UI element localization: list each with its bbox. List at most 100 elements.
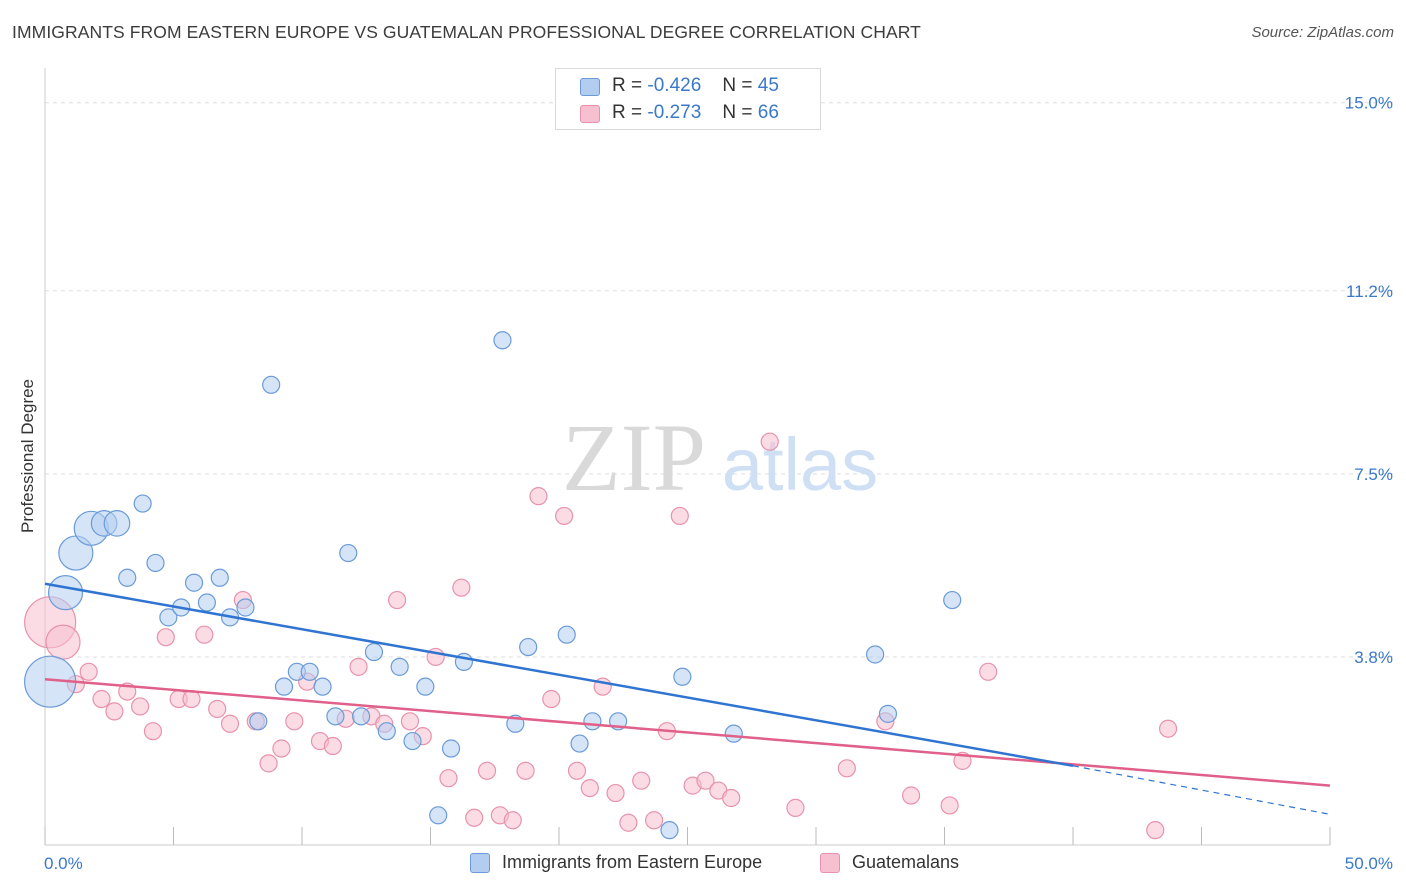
eastern-europe-point-41 xyxy=(673,667,692,686)
guatemalans-point-4 xyxy=(92,689,111,709)
guatemalans-point-28 xyxy=(400,712,420,731)
eastern-europe-point-5 xyxy=(103,510,131,537)
eastern-europe-point-24 xyxy=(352,707,371,726)
legend-r-value: -0.273 xyxy=(647,102,702,123)
chart-title: IMMIGRANTS FROM EASTERN EUROPE VS GUATEM… xyxy=(12,22,921,42)
legend-r-label: R = xyxy=(612,75,643,96)
guatemalans-point-63 xyxy=(1158,719,1178,738)
eastern-europe-point-13 xyxy=(210,568,229,587)
correlation-legend: R = -0.426 N = 45 R = -0.273 N = 66 xyxy=(555,68,821,130)
guatemalans-point-62 xyxy=(1146,821,1165,840)
guatemalans-point-45 xyxy=(619,813,638,832)
legend-n-label: N = xyxy=(722,102,753,123)
guatemalans-point-47 xyxy=(644,811,664,830)
guatemalans-point-33 xyxy=(465,808,484,827)
legend-n-value: 45 xyxy=(757,75,779,96)
source-label: Source: ZipAtlas.com xyxy=(1251,24,1394,41)
series-name-eastern-europe: Immigrants from Eastern Europe xyxy=(502,852,763,872)
guatemalans-point-18 xyxy=(272,739,291,758)
eastern-europe-point-17 xyxy=(249,712,268,731)
y-tick-labels: 3.8% 7.5% 11.2% 15.0% xyxy=(1345,94,1393,667)
eastern-europe-point-31 xyxy=(441,739,461,758)
legend-r-label: R = xyxy=(612,102,643,123)
watermark-zip: ZIP xyxy=(562,404,706,511)
guatemalans-point-38 xyxy=(529,487,548,506)
guatemalans-point-42 xyxy=(580,778,599,798)
x-tick-label-max: 50.0% xyxy=(1345,854,1393,873)
eastern-europe-point-8 xyxy=(146,553,165,573)
y-tick-label-1: 7.5% xyxy=(1354,465,1393,484)
eastern-europe-point-11 xyxy=(184,573,204,592)
eastern-europe-point-42 xyxy=(724,724,743,743)
eastern-europe-point-27 xyxy=(390,657,409,676)
guatemalans-point-44 xyxy=(606,783,625,803)
eastern-europe-point-12 xyxy=(197,593,217,612)
eastern-europe-point-37 xyxy=(570,734,589,753)
eastern-europe-point-36 xyxy=(557,625,576,644)
eastern-europe-point-45 xyxy=(943,590,962,610)
eastern-europe-point-7 xyxy=(133,494,152,513)
eastern-europe-point-38 xyxy=(583,712,602,731)
eastern-europe-point-33 xyxy=(493,331,512,350)
guatemalans-point-59 xyxy=(940,796,959,815)
guatemalans-point-49 xyxy=(670,506,689,526)
guatemalans-trend-line xyxy=(44,677,1331,787)
guatemalans-point-8 xyxy=(143,722,163,741)
y-tick-label-0: 3.8% xyxy=(1354,648,1393,667)
eastern-europe-point-26 xyxy=(377,722,396,741)
eastern-europe-point-20 xyxy=(300,662,319,681)
guatemalans-point-24 xyxy=(349,657,368,676)
legend-swatch-blue xyxy=(580,78,600,96)
guatemalans-point-19 xyxy=(285,712,304,731)
guatemalans-point-55 xyxy=(786,798,805,817)
guatemalans-point-32 xyxy=(452,578,471,597)
legend-row-eastern-europe: R = -0.426 N = 45 xyxy=(556,73,820,101)
eastern-europe-point-15 xyxy=(236,598,255,617)
guatemalans-point-13 xyxy=(208,699,227,719)
eastern-europe-point-25 xyxy=(364,642,384,662)
series-swatch-pink xyxy=(820,853,840,873)
eastern-europe-point-18 xyxy=(274,677,294,696)
guatemalans-point-14 xyxy=(220,714,240,733)
eastern-europe-point-1 xyxy=(47,575,84,611)
eastern-europe-trend-extension xyxy=(1072,765,1331,815)
guatemalans-point-17 xyxy=(259,754,278,773)
y-tick-label-2: 11.2% xyxy=(1346,282,1393,301)
eastern-europe-points xyxy=(24,331,962,840)
watermark-atlas: atlas xyxy=(722,423,878,506)
axes xyxy=(44,68,1331,846)
guatemalans-point-7 xyxy=(130,697,150,716)
y-axis-label: Professional Degree xyxy=(18,378,37,534)
legend-swatch-pink xyxy=(580,105,600,123)
eastern-europe-point-28 xyxy=(403,731,422,751)
guatemalans-point-56 xyxy=(837,759,856,778)
guatemalans-point-58 xyxy=(901,786,921,805)
eastern-europe-point-21 xyxy=(313,677,332,696)
legend-n-label: N = xyxy=(722,75,753,96)
eastern-europe-point-23 xyxy=(339,543,358,563)
guatemalans-point-61 xyxy=(979,662,998,681)
eastern-europe-point-40 xyxy=(660,821,679,840)
trend-lines xyxy=(44,582,1331,815)
x-tick-label-min: 0.0% xyxy=(44,854,83,873)
legend-r-value: -0.426 xyxy=(647,75,702,96)
legend-row-guatemalans: R = -0.273 N = 66 xyxy=(556,100,820,128)
eastern-europe-point-44 xyxy=(878,704,898,723)
eastern-europe-point-22 xyxy=(326,707,345,726)
guatemalans-point-5 xyxy=(105,702,124,721)
guatemalans-point-37 xyxy=(516,761,535,780)
eastern-europe-point-35 xyxy=(519,637,538,657)
guatemalans-point-1 xyxy=(45,624,81,660)
guatemalans-point-54 xyxy=(760,432,779,451)
legend-text-pink: R = -0.273 N = 66 xyxy=(612,102,779,124)
guatemalans-point-39 xyxy=(542,689,561,709)
guatemalans-point-31 xyxy=(439,769,458,788)
guatemalans-point-34 xyxy=(477,761,497,780)
guatemalans-point-12 xyxy=(195,625,214,644)
eastern-europe-trend-line xyxy=(44,582,1074,768)
guatemalans-point-41 xyxy=(567,761,587,780)
guatemalans-point-36 xyxy=(503,811,522,830)
eastern-europe-point-16 xyxy=(262,375,281,394)
guatemalans-point-3 xyxy=(79,662,98,681)
legend-text-blue: R = -0.426 N = 45 xyxy=(612,75,779,97)
